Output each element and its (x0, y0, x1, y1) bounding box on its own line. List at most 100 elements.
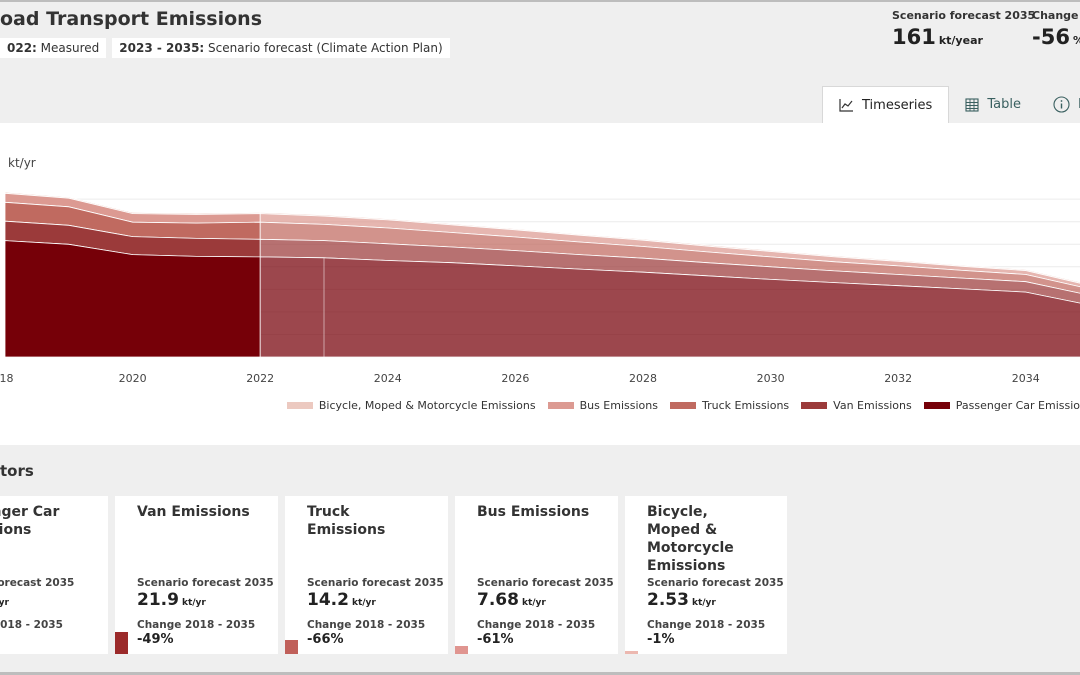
legend-swatch (286, 402, 313, 409)
forecast-number: 2.53 (647, 590, 689, 610)
indicator-card[interactable]: enger Carssions e forecast 2035 kt/yr e 201… (0, 496, 108, 654)
stat-change: Change 2 -56% (1032, 9, 1080, 49)
forecast-label: Scenario forecast 2035 (647, 577, 784, 589)
stat-label: Change 2 (1032, 9, 1080, 22)
stat-value: -56 (1032, 25, 1070, 49)
forecast-value: kt/yr (0, 590, 86, 610)
forecast-label: Scenario forecast 2035 (477, 577, 614, 589)
forecast-unit: kt/yr (691, 598, 716, 608)
timeseries-chart-card: kt/yr 018 2020 2022 2024 2026 2028 2030 2032 203… (0, 123, 1080, 445)
forecast-value: 14.2 kt/yr (307, 590, 426, 610)
table-icon (965, 97, 979, 112)
forecast-number: 21.9 (137, 590, 179, 610)
legend-item[interactable]: Bus Emissions (547, 399, 658, 412)
change-label: Change 2018 - 2035 (647, 619, 766, 631)
card-indicator-bar (625, 651, 638, 654)
tab-table[interactable]: Table (949, 86, 1037, 123)
stat-unit: % (1073, 34, 1080, 47)
card-indicator-bar (455, 646, 468, 654)
legend-swatch (669, 402, 696, 409)
indicator-card[interactable]: Van Emissions Scenario forecast 2035 21.9 k… (115, 496, 278, 654)
card-indicator-bar (285, 640, 298, 654)
legend-item[interactable]: Bicycle, Moped & Motorcycle Emissions (286, 399, 536, 412)
x-tick-label: 2034 (1012, 372, 1040, 385)
tab-label: D (1078, 97, 1080, 112)
period-pills: 022: Measured 2023 - 2035: Scenario fore… (0, 38, 450, 58)
line-chart-icon (839, 99, 853, 112)
area-forecast (259, 256, 1080, 358)
indicator-cards: enger Carssions e forecast 2035 kt/yr e 201… (0, 496, 1080, 654)
forecast-value: 21.9 kt/yr (137, 590, 256, 610)
forecast-number: 14.2 (307, 590, 349, 610)
card-title: Van Emissions (137, 504, 250, 520)
tab-label: Timeseries (862, 97, 933, 113)
forecast-unit: kt/yr (0, 598, 9, 608)
x-tick-label: 2022 (246, 372, 274, 385)
forecast-period-pill: 2023 - 2035: Scenario forecast (Climate … (112, 38, 450, 58)
measured-period-pill: 022: Measured (0, 38, 107, 58)
change-value: -49% (137, 632, 174, 647)
x-tick-label: 2020 (119, 372, 147, 385)
pill-description: Measured (36, 41, 100, 55)
change-label: Change 2018 - 2035 (477, 619, 596, 631)
stat-value-row: -56% (1032, 25, 1080, 49)
card-indicator-bar (115, 632, 128, 654)
forecast-number: 7.68 (477, 590, 519, 610)
change-label: Change 2018 - 2035 (307, 619, 426, 631)
chart-legend: Bicycle, Moped & Motorcycle Emissions Bus… (286, 399, 1080, 412)
x-tick-label: 2028 (629, 372, 657, 385)
stat-unit: kt/year (938, 34, 983, 47)
card-title: enger Carssions (0, 504, 60, 538)
tab-timeseries[interactable]: Timeseries (822, 86, 950, 123)
pill-period: 2023 - 2035: (119, 41, 205, 55)
section-title: tors (0, 462, 34, 480)
forecast-unit: kt/yr (521, 598, 546, 608)
x-tick-label: 2032 (884, 372, 912, 385)
pill-description: Scenario forecast (Climate Action Plan) (204, 41, 443, 55)
stacked-area-chart: 018 2020 2022 2024 2026 2028 2030 2032 2034 (0, 191, 1080, 385)
legend-label: Van Emissions (833, 399, 912, 412)
stat-forecast-2035: Scenario forecast 2035 161 kt/year (892, 9, 1035, 49)
x-tick-label: 2024 (374, 372, 402, 385)
stat-value-row: 161 kt/year (892, 25, 1035, 49)
stat-value: 161 (892, 25, 936, 49)
change-value: -61% (477, 632, 514, 647)
change-label: e 2018 - 2035 (0, 619, 63, 631)
indicator-card[interactable]: Truck Emissions Scenario forecast 2035 14.… (285, 496, 448, 654)
legend-item[interactable]: Passenger Car Emissio (923, 399, 1080, 412)
legend-item[interactable]: Truck Emissions (669, 399, 790, 412)
forecast-value: 7.68 kt/yr (477, 590, 596, 610)
change-value: -1% (647, 632, 675, 647)
top-border (0, 0, 1080, 2)
legend-swatch (547, 402, 574, 409)
indicator-card[interactable]: Bicycle, Moped & Motorcycle Emissions Scena… (625, 496, 787, 654)
forecast-label: e forecast 2035 (0, 577, 75, 589)
card-title: Bus Emissions (477, 504, 590, 520)
legend-item[interactable]: Van Emissions (801, 399, 912, 412)
legend-label: Bus Emissions (579, 399, 658, 412)
indicator-card[interactable]: Bus Emissions Scenario forecast 2035 7.68 k… (455, 496, 618, 654)
view-tabs: Timeseries Table D (822, 86, 1080, 123)
legend-label: Passenger Car Emissio (955, 399, 1080, 412)
card-title: Truck Emissions (307, 504, 386, 538)
x-tick-label: 2026 (501, 372, 529, 385)
area-measured (4, 240, 261, 358)
legend-label: Truck Emissions (701, 399, 790, 412)
bottom-border (0, 672, 1080, 675)
change-label: Change 2018 - 2035 (137, 619, 256, 631)
forecast-label: Scenario forecast 2035 (137, 577, 274, 589)
tab-label: Table (987, 97, 1021, 112)
forecast-unit: kt/yr (181, 598, 206, 608)
forecast-value: 2.53 kt/yr (647, 590, 765, 610)
x-tick-label: 018 (0, 372, 14, 385)
tab-details[interactable]: D (1037, 86, 1080, 123)
info-icon (1053, 96, 1070, 113)
pill-period: 022: (7, 41, 37, 55)
legend-label: Bicycle, Moped & Motorcycle Emissions (318, 399, 536, 412)
page-title: oad Transport Emissions (0, 8, 263, 30)
stat-label: Scenario forecast 2035 (892, 9, 1036, 22)
forecast-unit: kt/yr (351, 598, 376, 608)
legend-swatch (923, 402, 950, 409)
y-axis-label: kt/yr (8, 156, 36, 170)
x-tick-label: 2030 (757, 372, 785, 385)
